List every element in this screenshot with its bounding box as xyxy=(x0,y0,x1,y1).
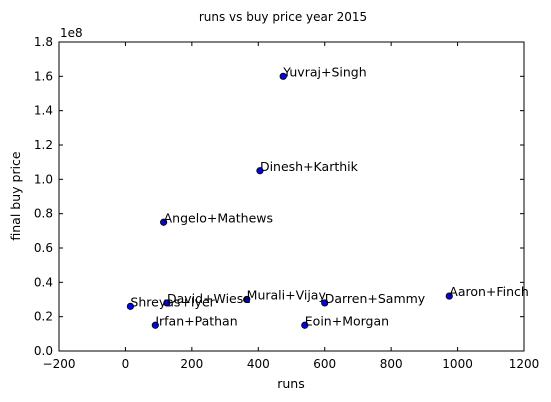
y-tick-label: 0.4 xyxy=(34,275,53,289)
data-point-label: Aaron+Finch xyxy=(449,284,529,299)
data-point-label: Darren+Sammy xyxy=(325,291,426,306)
y-tick-label: 0.6 xyxy=(34,241,53,255)
y-tick-label: 0.2 xyxy=(34,310,53,324)
x-axis-label: runs xyxy=(277,376,305,391)
chart-title: runs vs buy price year 2015 xyxy=(199,10,367,24)
x-tick-label: 0 xyxy=(122,357,130,371)
y-tick-label: 1.6 xyxy=(34,69,53,83)
x-tick-label: 200 xyxy=(180,357,203,371)
data-point-label: Angelo+Mathews xyxy=(164,210,273,225)
y-tick-label: 1.0 xyxy=(34,172,53,186)
x-tick-label: −200 xyxy=(43,357,76,371)
y-tick-label: 0.8 xyxy=(34,207,53,221)
x-tick-label: 1200 xyxy=(509,357,540,371)
data-point-label: Dinesh+Karthik xyxy=(260,159,359,174)
y-tick-label: 1.8 xyxy=(34,35,53,49)
y-tick-label: 1.2 xyxy=(34,138,53,152)
x-tick-label: 600 xyxy=(313,357,336,371)
x-tick-label: 400 xyxy=(247,357,270,371)
x-tick-label: 1000 xyxy=(442,357,473,371)
data-point-label: Irfan+Pathan xyxy=(155,313,237,328)
data-point-label: Shreyas+Iyer xyxy=(130,294,215,309)
x-tick-label: 800 xyxy=(380,357,403,371)
data-point-label: Yuvraj+Singh xyxy=(282,64,366,79)
y-tick-label: 0.0 xyxy=(34,344,53,358)
data-point-label: Murali+Vijay xyxy=(247,288,327,303)
y-axis-label: final buy price xyxy=(8,151,23,241)
data-point-label: Eoin+Morgan xyxy=(305,313,389,328)
y-scale-label: 1e8 xyxy=(60,26,83,40)
y-tick-label: 1.4 xyxy=(34,104,53,118)
